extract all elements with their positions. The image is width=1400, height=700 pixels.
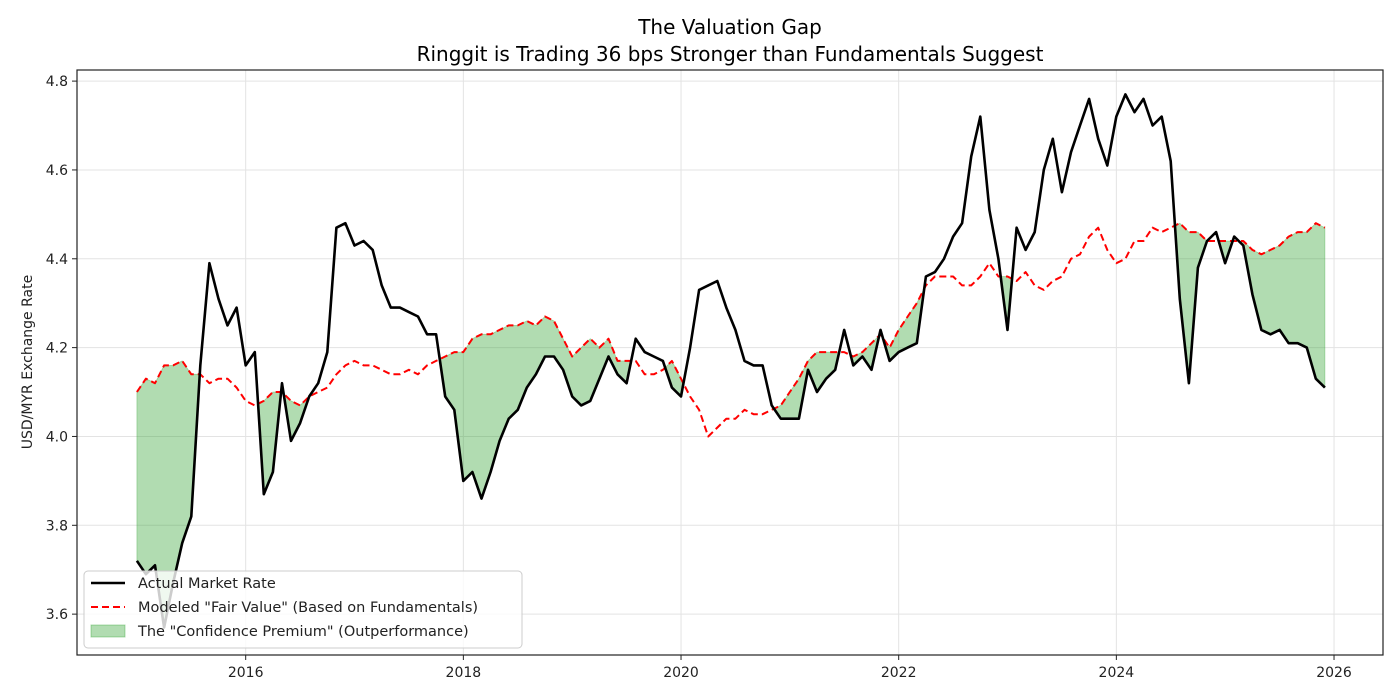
- y-tick-label: 4.6: [46, 163, 68, 179]
- y-tick-label: 4.8: [46, 74, 68, 90]
- x-tick-label: 2022: [881, 665, 917, 681]
- y-axis: 3.6 3.8 4.0 4.2 4.4 4.6 4.8: [46, 74, 77, 623]
- y-axis-label: USD/MYR Exchange Rate: [20, 275, 36, 449]
- y-tick-label: 4.0: [46, 429, 68, 445]
- y-tick-label: 3.6: [46, 607, 68, 623]
- chart-subtitle: Ringgit is Trading 36 bps Stronger than …: [417, 42, 1044, 66]
- x-axis: 2016 2018 2020 2022 2024 2026: [228, 655, 1352, 681]
- legend-box: [83, 570, 523, 649]
- x-tick-label: 2024: [1099, 665, 1135, 681]
- x-tick-label: 2016: [228, 665, 264, 681]
- legend-swatch-premium: [90, 624, 126, 638]
- actual-rate-line: [135, 93, 1326, 629]
- legend-label-fair-value: Modeled "Fair Value" (Based on Fundament…: [138, 600, 478, 616]
- x-tick-label: 2026: [1316, 665, 1352, 681]
- y-tick-label: 4.2: [46, 341, 68, 357]
- y-tick-label: 3.8: [46, 518, 68, 534]
- chart-title: The Valuation Gap: [637, 15, 822, 39]
- legend-label-actual: Actual Market Rate: [138, 576, 276, 592]
- plot-frame: [76, 69, 1384, 656]
- fair-value-line: [136, 222, 1326, 438]
- series-lines: [135, 93, 1326, 629]
- x-tick-label: 2020: [663, 665, 699, 681]
- confidence-premium-fill: [136, 222, 1326, 628]
- x-tick-label: 2018: [446, 665, 482, 681]
- y-tick-label: 4.4: [46, 252, 68, 268]
- legend-label-premium: The "Confidence Premium" (Outperformance…: [137, 624, 469, 640]
- legend: Actual Market Rate Modeled "Fair Value" …: [83, 570, 523, 649]
